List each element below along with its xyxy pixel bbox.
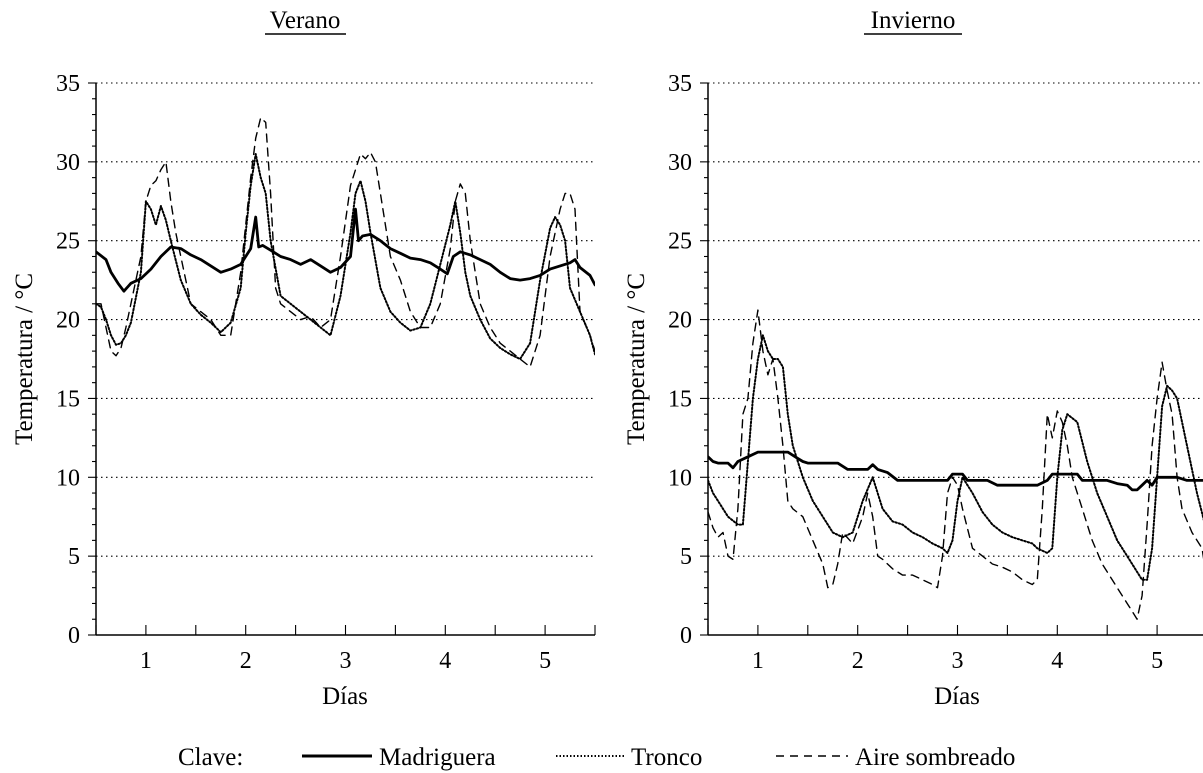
y-tick-label: 20 — [56, 308, 80, 334]
series-lines — [708, 309, 1203, 620]
series-lines — [96, 116, 595, 368]
y-tick-label: 25 — [56, 229, 80, 255]
y-tick-label: 0 — [680, 623, 692, 649]
series-line-aire-sombreado — [96, 116, 595, 368]
series-line-aire-sombreado — [708, 309, 1203, 620]
x-tick-label: 4 — [1051, 648, 1063, 674]
y-tick-label: 15 — [56, 386, 80, 412]
y-tick-label: 25 — [668, 229, 692, 255]
x-axis-label: Días — [934, 683, 980, 710]
y-tick-label: 15 — [668, 386, 692, 412]
x-tick-label: 5 — [1151, 648, 1163, 674]
y-tick-label: 20 — [668, 308, 692, 334]
legend-label-tronco: Tronco — [631, 744, 702, 771]
x-tick-label: 3 — [952, 648, 964, 674]
y-tick-label: 35 — [668, 71, 692, 97]
series-line-madriguera — [708, 450, 1203, 492]
y-tick-label: 30 — [56, 150, 80, 176]
axes — [707, 83, 1203, 636]
y-tick-label: 35 — [56, 71, 80, 97]
gridlines — [708, 82, 1203, 557]
gridlines — [96, 82, 595, 557]
tick-labels: 0 5 10 15 20 25 30 35 1 2 3 4 5 — [668, 71, 1163, 674]
chart-title: Verano — [270, 7, 341, 34]
legend-label-aire-sombreado: Aire sombreado — [855, 744, 1015, 771]
x-tick-label: 2 — [852, 648, 864, 674]
x-axis-label: Días — [322, 683, 368, 710]
x-tick-label: 1 — [752, 648, 764, 674]
series-line-tronco — [708, 334, 1203, 581]
y-tick-label: 0 — [68, 623, 80, 649]
x-tick-label: 1 — [140, 648, 152, 674]
tick-marks — [88, 82, 596, 636]
series-line-tronco — [96, 153, 595, 360]
y-axis-label: Temperatura / °C — [623, 273, 650, 445]
chart-verano: 0 5 10 15 20 25 30 35 1 2 3 4 5 Verano Días Temperat… — [11, 7, 596, 710]
y-tick-label: 5 — [68, 544, 80, 570]
chart-title: Invierno — [871, 7, 956, 34]
y-tick-label: 30 — [668, 150, 692, 176]
x-tick-label: 3 — [340, 648, 352, 674]
series-line-madriguera — [96, 207, 595, 293]
legend: Clave: Madriguera Tronco Aire sombreado — [178, 744, 1015, 771]
legend-label-madriguera: Madriguera — [379, 744, 496, 771]
y-tick-label: 10 — [56, 465, 80, 491]
legend-title: Clave: — [178, 744, 243, 771]
y-tick-label: 10 — [668, 465, 692, 491]
x-tick-label: 2 — [240, 648, 252, 674]
x-tick-label: 5 — [539, 648, 551, 674]
y-tick-label: 5 — [680, 544, 692, 570]
y-axis-label: Temperatura / °C — [11, 273, 38, 445]
x-tick-label: 4 — [439, 648, 451, 674]
tick-marks — [700, 82, 1158, 636]
chart-invierno: 0 5 10 15 20 25 30 35 1 2 3 4 5 Invierno Días Temper… — [623, 7, 1203, 710]
tick-labels: 0 5 10 15 20 25 30 35 1 2 3 4 5 — [56, 71, 551, 674]
